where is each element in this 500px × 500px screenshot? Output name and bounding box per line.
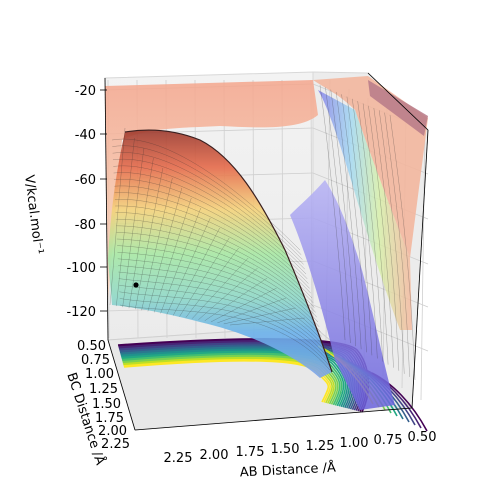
x-tick-label: 1.00 xyxy=(340,436,369,451)
mesh-line xyxy=(112,158,304,265)
mesh-line xyxy=(335,91,362,350)
mesh-line xyxy=(114,185,309,284)
surface-right-warm-region xyxy=(313,76,428,258)
mesh-line xyxy=(119,298,329,366)
mesh-line xyxy=(210,287,277,322)
mesh-line xyxy=(389,114,416,381)
surface-far-corner-plateau xyxy=(368,80,428,136)
mesh-line xyxy=(113,172,307,275)
surface-right-slope xyxy=(318,90,412,330)
mesh-line xyxy=(166,217,211,315)
mesh-line xyxy=(111,138,301,251)
mesh-line xyxy=(204,277,268,321)
mesh-line xyxy=(217,297,287,324)
mesh-line xyxy=(373,108,400,371)
mesh-line xyxy=(160,207,201,314)
mesh-line xyxy=(135,167,164,310)
surface-ridge-edge xyxy=(124,129,333,373)
x-tick-label: 2.00 xyxy=(200,448,229,463)
z-tick-label: -100 xyxy=(66,261,96,276)
z-axis: -20 -40 -60 -80 -100 -120 V/kcal.mol⁻¹ xyxy=(21,84,107,320)
grid-line xyxy=(420,124,426,401)
mesh-line xyxy=(330,89,356,347)
z-tick-label: -20 xyxy=(75,84,96,99)
mesh-line xyxy=(118,265,323,342)
y-tick-label: 1.00 xyxy=(85,367,114,382)
mesh-line xyxy=(379,110,405,374)
energy-surface xyxy=(105,76,428,410)
y-tick-label: 0.50 xyxy=(77,339,106,354)
contour-line xyxy=(123,360,330,403)
x-axis-label: AB Distance /Å xyxy=(239,459,336,480)
mesh-line xyxy=(112,145,302,255)
y-tick-label: 2.25 xyxy=(101,437,130,452)
mesh-line xyxy=(119,291,328,361)
z-tick-label: -80 xyxy=(75,218,96,233)
surface-valley-region xyxy=(290,180,395,410)
mesh-line xyxy=(154,197,192,313)
z-tick-label: -40 xyxy=(75,128,96,143)
mesh-line xyxy=(115,205,313,299)
mesh-line xyxy=(117,258,322,337)
y-tick-label: 2.00 xyxy=(98,424,127,439)
mesh-line xyxy=(173,227,220,316)
axis-lines xyxy=(104,72,429,431)
mesh-line xyxy=(362,103,389,365)
y-tick-label: 1.50 xyxy=(92,397,121,412)
mesh-line xyxy=(116,225,316,313)
mesh-line xyxy=(115,212,314,303)
mesh-line xyxy=(116,137,135,307)
x-tick-label: 1.25 xyxy=(306,439,335,454)
mesh-line xyxy=(128,157,154,309)
mesh-line xyxy=(368,105,394,368)
y-tick-label: 1.75 xyxy=(95,411,124,426)
x-tick-label: 1.50 xyxy=(271,442,300,457)
mesh-line xyxy=(117,252,321,332)
x-tick-label: 0.75 xyxy=(374,433,403,448)
mesh-line xyxy=(118,278,326,351)
mesh-line xyxy=(352,98,378,359)
z-tick-label: -60 xyxy=(75,173,96,188)
mesh-line xyxy=(141,177,173,311)
mesh-line xyxy=(118,271,325,347)
z-tick-label: -120 xyxy=(66,305,96,320)
mesh-line xyxy=(384,112,410,377)
mesh-line xyxy=(109,127,126,306)
mesh-line xyxy=(115,219,315,308)
y-tick-label: 1.25 xyxy=(89,382,118,397)
mesh-line xyxy=(341,94,367,353)
z-axis-label: V/kcal.mol⁻¹ xyxy=(21,174,46,255)
mesh-line xyxy=(179,237,230,317)
mesh-line xyxy=(185,247,239,318)
marker-point xyxy=(133,282,139,288)
mesh-line xyxy=(229,317,306,326)
mesh-line xyxy=(113,179,308,279)
mesh-line xyxy=(119,304,331,371)
mesh-line xyxy=(114,192,310,289)
surface-mesh xyxy=(109,84,416,381)
x-axis: 2.25 2.00 1.75 1.50 1.25 1.00 0.75 0.50 … xyxy=(164,430,437,481)
x-tick-label: 0.50 xyxy=(408,430,437,445)
mesh-line xyxy=(147,187,183,312)
mesh-line xyxy=(223,307,296,325)
surface-left-warm-region xyxy=(105,80,318,300)
mesh-line xyxy=(346,96,373,356)
mesh-line xyxy=(117,245,320,327)
mesh-line xyxy=(357,101,383,362)
x-tick-label: 1.75 xyxy=(236,445,265,460)
mesh-line xyxy=(116,232,317,318)
mesh-line xyxy=(325,87,351,344)
mesh-line xyxy=(198,267,258,320)
mesh-line xyxy=(191,257,249,319)
y-tick-label: 0.75 xyxy=(81,353,110,368)
mesh-line xyxy=(112,152,303,260)
mesh-line xyxy=(119,285,327,356)
mesh-line xyxy=(122,147,145,308)
x-tick-label: 2.25 xyxy=(164,451,193,466)
